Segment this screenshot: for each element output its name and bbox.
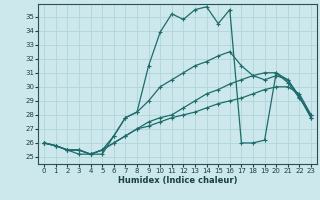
X-axis label: Humidex (Indice chaleur): Humidex (Indice chaleur) (118, 176, 237, 185)
